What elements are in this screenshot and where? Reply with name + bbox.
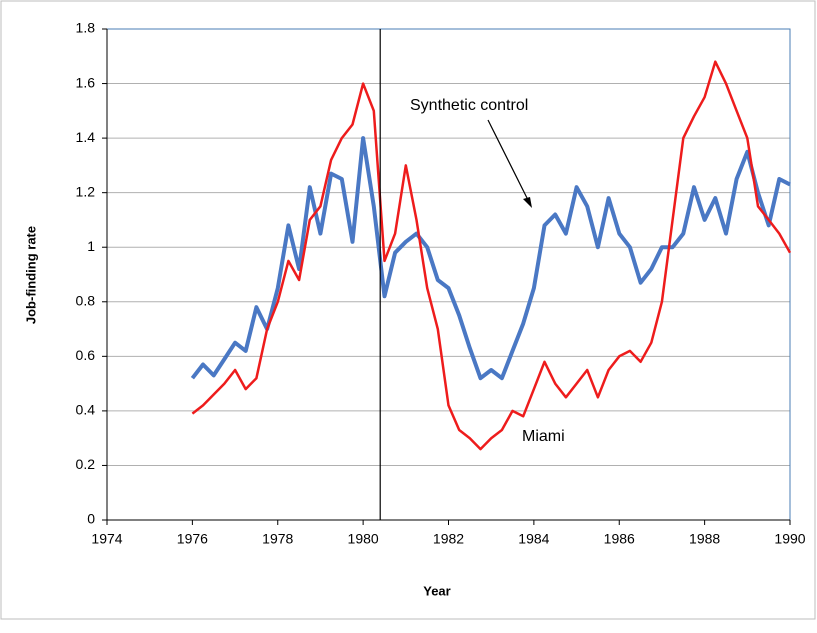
y-tick-label: 1 <box>87 238 95 254</box>
x-tick-label: 1986 <box>604 531 635 547</box>
x-tick-label: 1988 <box>689 531 720 547</box>
arrow-head <box>523 197 532 208</box>
y-tick-label: 1.8 <box>76 20 96 36</box>
y-tick-label: 0 <box>87 511 95 527</box>
chart-frame <box>0 0 816 620</box>
y-tick-label: 1.2 <box>76 183 96 199</box>
y-tick-label: 1.4 <box>76 129 96 145</box>
y-tick-label: 0.2 <box>76 456 96 472</box>
y-axis-title: Job-finding rate <box>23 226 38 324</box>
arrow <box>487 119 531 205</box>
x-tick-label: 1978 <box>262 531 293 547</box>
series-line <box>190 136 791 381</box>
y-tick-label: 0.6 <box>76 347 96 363</box>
x-tick-label: 1980 <box>348 531 379 547</box>
x-tick-label: 1982 <box>433 531 464 547</box>
x-tick-label: 1976 <box>177 531 208 547</box>
series-label: Miami <box>522 428 565 445</box>
series-label: Synthetic control <box>410 97 528 114</box>
series-lines <box>190 60 792 451</box>
x-tick-label: 1974 <box>91 531 122 547</box>
x-axis-title: Year <box>423 583 450 598</box>
y-tick-label: 1.6 <box>76 74 96 90</box>
y-tick-label: 0.4 <box>76 402 96 418</box>
y-tick-label: 0.8 <box>76 292 96 308</box>
series-line <box>191 60 792 451</box>
x-tick-label: 1990 <box>774 531 805 547</box>
x-tick-label: 1984 <box>518 531 549 547</box>
